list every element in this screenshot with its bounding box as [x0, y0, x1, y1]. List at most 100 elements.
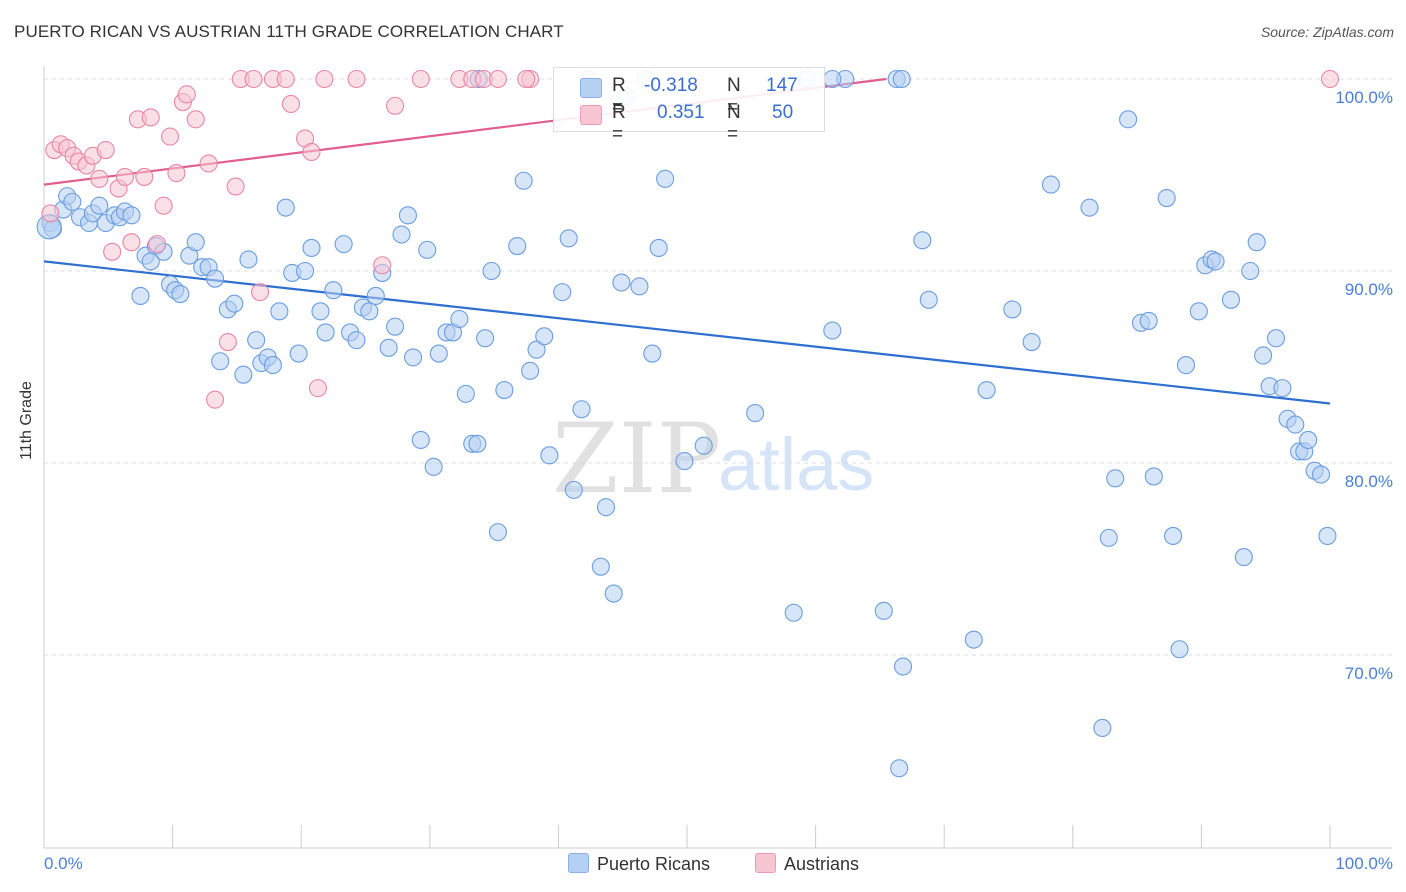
austrian-point [218, 332, 237, 352]
puerto-rican-point [1273, 379, 1292, 398]
puerto-rican-point [964, 630, 983, 649]
puerto-rican-point [1221, 290, 1241, 309]
puerto-rican-point [1099, 528, 1118, 547]
puerto-rican-point [1254, 346, 1273, 365]
austrian-point [90, 169, 109, 188]
legend-item-austrians[interactable]: Austrians [755, 853, 859, 875]
puerto-rican-point [398, 206, 417, 225]
puerto-rican-point [347, 331, 366, 350]
puerto-rican-point [1318, 526, 1337, 546]
puerto-rican-point [468, 434, 487, 453]
austrian-point [186, 110, 205, 129]
puerto-rican-point [1164, 526, 1183, 546]
legend-n-value: 50 [772, 102, 794, 123]
puerto-rican-point [612, 273, 631, 292]
puerto-rican-point [366, 286, 385, 306]
puerto-rican-point [302, 238, 321, 258]
puerto-rican-point [131, 286, 150, 306]
y-tick-label: 90.0% [1345, 280, 1393, 299]
puerto-rican-point [1139, 311, 1158, 330]
austrian-point [103, 242, 122, 261]
austrian-point [308, 379, 327, 398]
austrian-point [167, 164, 186, 183]
puerto-rican-point [411, 430, 430, 450]
puerto-rican-point [913, 231, 932, 250]
puerto-rican-point [476, 329, 495, 348]
puerto-rican-point [1003, 300, 1022, 319]
puerto-rican-point [276, 198, 295, 217]
puerto-rican-point [63, 192, 82, 211]
austrian-point [517, 69, 536, 89]
puerto-rican-point [977, 380, 996, 400]
puerto-rican-point [893, 657, 913, 676]
puerto-rican-point [508, 236, 527, 256]
puerto-rican-point [656, 169, 675, 188]
watermark-atlas: atlas [718, 423, 874, 506]
puerto-rican-point [122, 206, 141, 225]
puerto-rican-point [630, 277, 649, 296]
trend-line-puerto-ricans [43, 260, 1331, 405]
puerto-rican-point [892, 69, 911, 89]
legend-n-label: N = [727, 102, 741, 145]
puerto-rican-point [386, 317, 405, 336]
austrian-point [177, 85, 196, 104]
puerto-rican-point [1176, 356, 1196, 375]
puerto-rican-point [90, 196, 109, 215]
puerto-rican-point [564, 480, 583, 499]
puerto-rican-point [495, 380, 514, 400]
legend-swatch-pink [755, 853, 776, 873]
puerto-rican-point [482, 261, 501, 281]
puerto-rican-point [521, 361, 540, 380]
puerto-rican-point [604, 584, 623, 603]
puerto-rican-point [289, 344, 308, 363]
puerto-rican-point [1286, 415, 1305, 434]
puerto-rican-point [379, 338, 398, 357]
austrian-point [199, 154, 218, 173]
puerto-rican-point [247, 331, 266, 350]
puerto-rican-point [311, 302, 330, 321]
y-tick-label: 100.0% [1335, 88, 1393, 107]
puerto-rican-point [324, 281, 343, 300]
legend-n-label: N = [727, 75, 741, 118]
austrian-point [276, 69, 295, 89]
puerto-rican-point [1170, 640, 1189, 659]
legend-swatch-pink [580, 105, 602, 125]
puerto-rican-point [429, 344, 448, 363]
puerto-rican-point [450, 309, 469, 329]
puerto-rican-point [746, 404, 765, 423]
puerto-rican-point [514, 171, 533, 190]
puerto-rican-point [270, 302, 289, 321]
austrian-point [411, 69, 430, 89]
puerto-rican-point [694, 436, 713, 455]
puerto-rican-point [404, 348, 423, 367]
austrian-point [347, 69, 366, 89]
puerto-rican-point [234, 365, 253, 384]
puerto-rican-point [239, 250, 258, 269]
puerto-rican-point [527, 340, 546, 359]
puerto-rican-point [418, 240, 437, 259]
puerto-rican-point [1241, 261, 1260, 281]
legend-r-value: -0.318 [644, 75, 698, 96]
legend-label: Austrians [784, 854, 860, 874]
austrian-point [41, 204, 60, 223]
puerto-rican-point [675, 452, 694, 471]
austrian-point [205, 390, 225, 409]
legend-r-label: R = [612, 102, 626, 145]
puerto-rican-point [890, 759, 909, 778]
puerto-rican-point [1106, 469, 1125, 488]
puerto-rican-point [1299, 430, 1318, 450]
puerto-rican-point [1234, 548, 1253, 567]
puerto-rican-point [1206, 252, 1225, 271]
puerto-rican-point [334, 235, 353, 254]
puerto-rican-point [1247, 233, 1266, 252]
x-tick-label: 100.0% [1335, 854, 1393, 873]
chart-title: PUERTO RICAN VS AUSTRIAN 11TH GRADE CORR… [14, 22, 564, 41]
legend-item-puerto-ricans[interactable]: Puerto Ricans [568, 853, 710, 875]
puerto-rican-point [211, 352, 230, 371]
puerto-rican-point [296, 261, 315, 281]
x-tick-label: 0.0% [44, 854, 83, 873]
legend-swatch-blue [568, 853, 589, 873]
puerto-rican-point [171, 284, 190, 304]
puerto-rican-point [559, 229, 578, 248]
correlation-legend: R = -0.318 N = 147 R = 0.351 N = 50 [553, 67, 825, 145]
